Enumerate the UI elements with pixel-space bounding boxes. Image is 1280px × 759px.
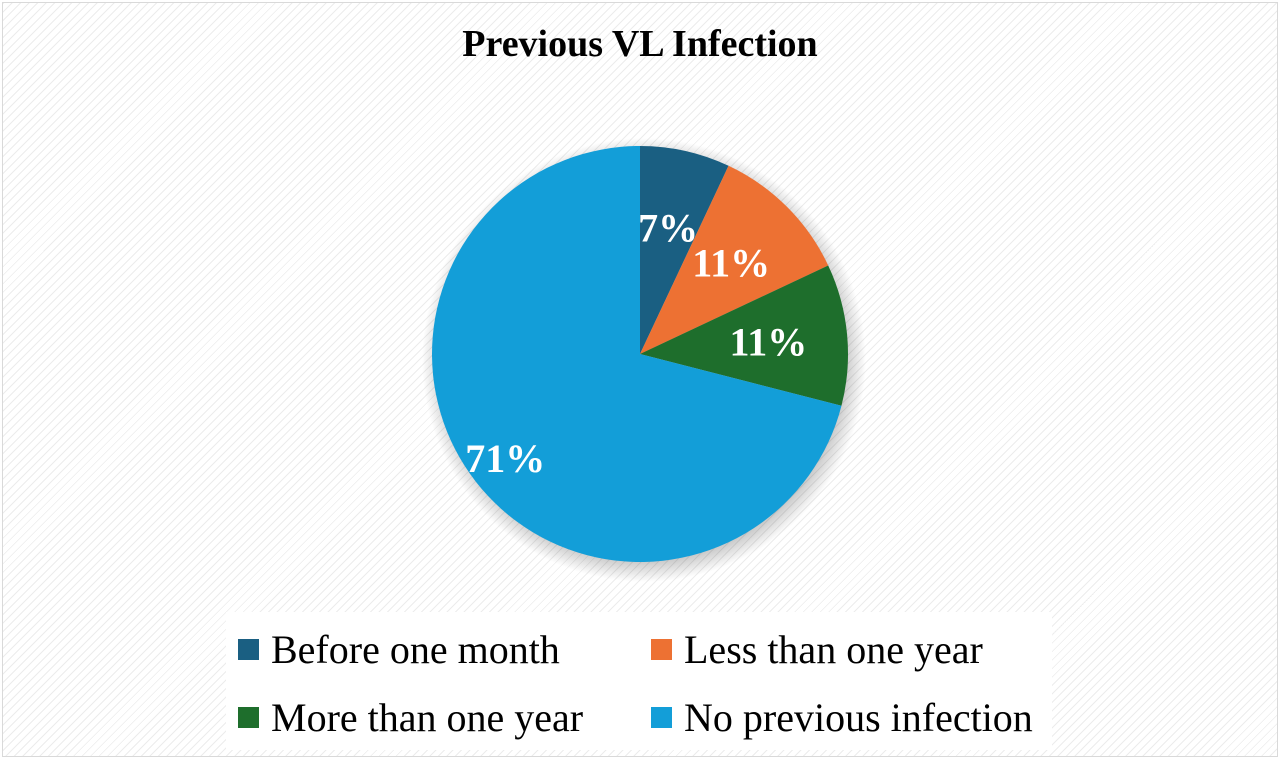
legend-label-more-than-one-year: More than one year: [271, 695, 584, 740]
pie-slice-before-one-month: [640, 146, 729, 354]
legend-label-no-previous-infection: No previous infection: [684, 695, 1033, 740]
legend: Before one month Less than one year More…: [226, 612, 1052, 750]
legend-item-before-one-month: Before one month: [238, 626, 560, 673]
data-label-before-one-month: 7%: [638, 206, 698, 251]
data-label-less-than-one-year: 11%: [692, 240, 770, 285]
legend-swatch-less-than-one-year: [651, 639, 672, 660]
legend-item-no-previous-infection: No previous infection: [651, 694, 1033, 741]
legend-swatch-before-one-month: [238, 639, 259, 660]
legend-label-before-one-month: Before one month: [271, 627, 560, 672]
data-label-no-previous-infection: 71%: [465, 436, 545, 481]
legend-item-less-than-one-year: Less than one year: [651, 626, 983, 673]
chart-title: Previous VL Infection: [462, 23, 818, 65]
data-label-more-than-one-year: 11%: [729, 319, 807, 364]
pie-slice-less-than-one-year: [640, 165, 829, 354]
legend-label-less-than-one-year: Less than one year: [684, 627, 983, 672]
legend-item-more-than-one-year: More than one year: [238, 694, 583, 741]
legend-swatch-no-previous-infection: [651, 707, 672, 728]
legend-swatch-more-than-one-year: [238, 707, 259, 728]
pie-slice-more-than-one-year: [640, 265, 848, 406]
pie-slice-no-previous-infection: [432, 146, 842, 562]
